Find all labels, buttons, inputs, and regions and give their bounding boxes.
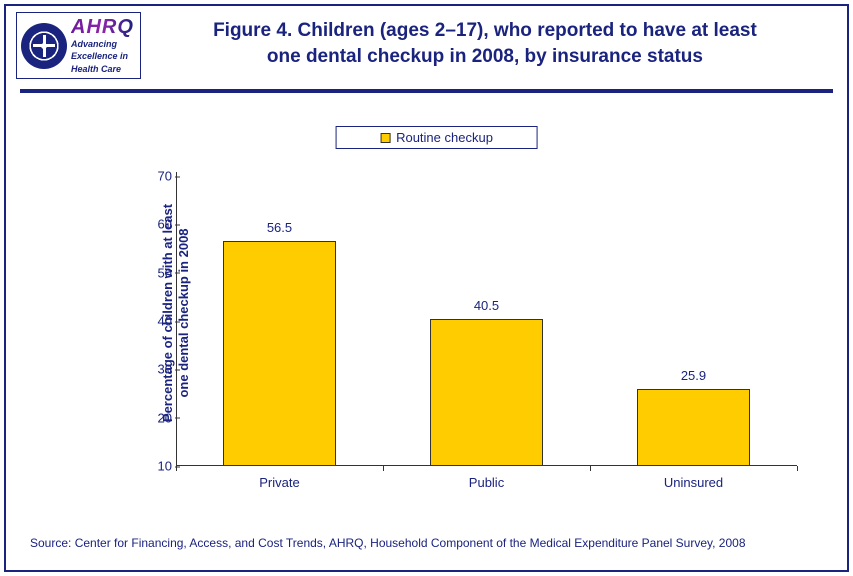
bar-value-label: 25.9: [681, 368, 706, 383]
y-tick-label: 70: [142, 169, 172, 184]
y-tick-label: 60: [142, 217, 172, 232]
legend-swatch-icon: [380, 133, 390, 143]
legend: Routine checkup: [335, 126, 538, 149]
legend-label: Routine checkup: [396, 130, 493, 145]
x-tick-mark: [383, 466, 384, 471]
header: AHRQ Advancing Excellence in Health Care…: [6, 6, 847, 79]
hhs-seal-icon: [21, 23, 67, 69]
ahrq-tagline-3: Health Care: [71, 64, 134, 74]
bar-value-label: 56.5: [267, 220, 292, 235]
chart-area: Routine checkup Percentage of children w…: [66, 126, 807, 500]
source-citation: Source: Center for Financing, Access, an…: [30, 536, 823, 550]
y-tick-label: 10: [142, 459, 172, 474]
header-divider: [20, 89, 833, 93]
bar: 25.9: [637, 389, 751, 466]
x-tick-mark: [176, 466, 177, 471]
ahrq-word: AHRQ: [71, 17, 134, 37]
y-tick-label: 30: [142, 362, 172, 377]
y-tick-label: 20: [142, 410, 172, 425]
title-line-1: Figure 4. Children (ages 2–17), who repo…: [213, 20, 757, 41]
plot-region: 1020304050607056.5Private40.5Public25.9U…: [176, 176, 797, 466]
ahrq-logo: AHRQ Advancing Excellence in Health Care: [71, 17, 134, 74]
title-line-2: one dental checkup in 2008, by insurance…: [267, 46, 703, 67]
bar-value-label: 40.5: [474, 298, 499, 313]
y-tick-label: 50: [142, 265, 172, 280]
figure-frame: AHRQ Advancing Excellence in Health Care…: [4, 4, 849, 572]
y-tick-label: 40: [142, 314, 172, 329]
ahrq-tagline-2: Excellence in: [71, 51, 134, 61]
ahrq-tagline-1: Advancing: [71, 39, 134, 49]
x-category-label: Public: [469, 475, 504, 490]
y-axis-line: [176, 172, 177, 466]
x-tick-mark: [590, 466, 591, 471]
figure-title: Figure 4. Children (ages 2–17), who repo…: [149, 12, 833, 69]
bar: 56.5: [223, 241, 337, 466]
bar: 40.5: [430, 319, 544, 466]
x-category-label: Uninsured: [664, 475, 723, 490]
logo-box: AHRQ Advancing Excellence in Health Care: [16, 12, 141, 79]
x-tick-mark: [797, 466, 798, 471]
x-category-label: Private: [259, 475, 299, 490]
